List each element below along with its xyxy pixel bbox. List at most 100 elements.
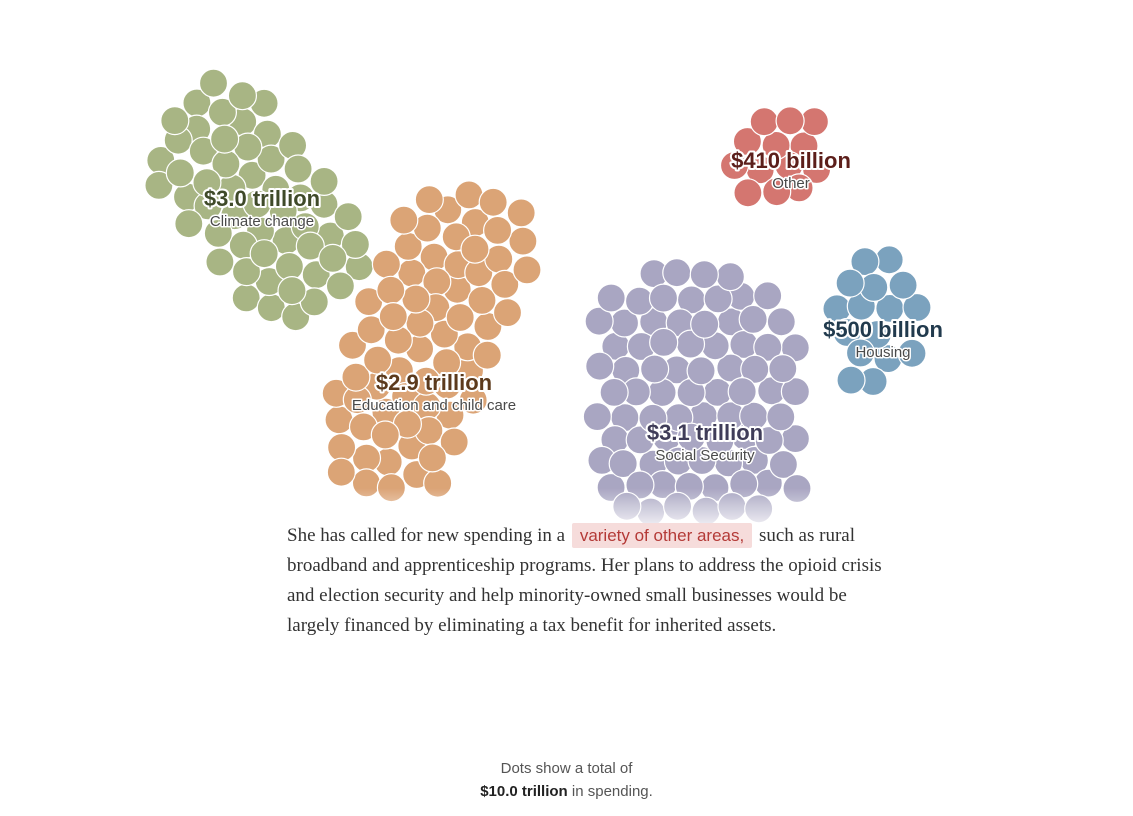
dot-social bbox=[662, 491, 693, 521]
dot-social bbox=[703, 284, 733, 314]
dot-social bbox=[625, 425, 655, 455]
dot-education bbox=[401, 284, 431, 314]
dot-education bbox=[351, 443, 382, 473]
amount-label-social: $3.1 trillion bbox=[647, 420, 763, 445]
amount-label-housing: $500 billion bbox=[823, 317, 943, 342]
dot-education bbox=[389, 205, 419, 235]
dot-education bbox=[439, 427, 469, 457]
dot-social bbox=[715, 262, 746, 292]
dot-housing bbox=[832, 317, 862, 348]
dot-education bbox=[472, 340, 502, 370]
category-name-housing: Housing bbox=[855, 344, 910, 361]
dot-social bbox=[717, 491, 747, 522]
dot-education bbox=[512, 255, 542, 285]
amount-label-other: $410 billion bbox=[731, 148, 851, 173]
dot-climate bbox=[256, 144, 286, 174]
dot-education bbox=[483, 215, 513, 245]
dot-education bbox=[326, 457, 356, 487]
dot-education bbox=[383, 325, 413, 355]
dot-social bbox=[649, 327, 679, 357]
dot-housing bbox=[850, 247, 880, 277]
dot-social bbox=[768, 449, 799, 480]
dot-climate bbox=[309, 166, 339, 196]
dot-education bbox=[363, 345, 393, 375]
dot-housing bbox=[835, 268, 865, 298]
dot-social bbox=[596, 283, 626, 313]
story-text-before: She has called for new spending in a bbox=[287, 525, 566, 546]
dot-social bbox=[768, 354, 798, 384]
dot-education bbox=[445, 302, 475, 333]
footnote-suffix: in spending. bbox=[571, 783, 653, 800]
dot-cluster-education bbox=[321, 180, 542, 503]
category-name-social: Social Security bbox=[655, 447, 755, 464]
dot-climate bbox=[318, 243, 348, 273]
amount-label-education: $2.9 trillion bbox=[376, 370, 492, 395]
dot-education bbox=[508, 226, 538, 256]
label-housing: $500 billion Housing bbox=[821, 315, 945, 363]
dot-social bbox=[582, 402, 612, 432]
dot-education bbox=[478, 187, 508, 217]
dots-layer bbox=[144, 68, 932, 527]
label-climate: $3.0 trillion Climate change bbox=[202, 184, 322, 232]
dot-education bbox=[341, 362, 371, 392]
dot-climate bbox=[165, 158, 195, 188]
dot-social bbox=[766, 402, 796, 432]
dot-social bbox=[690, 309, 720, 339]
dot-housing bbox=[862, 319, 892, 350]
dot-climate bbox=[192, 168, 222, 198]
dot-other bbox=[761, 130, 791, 160]
dot-education bbox=[490, 269, 520, 299]
dot-social bbox=[689, 260, 719, 290]
dot-housing bbox=[897, 338, 927, 368]
dot-education bbox=[423, 468, 453, 498]
dot-social bbox=[780, 377, 811, 407]
dot-climate bbox=[325, 271, 355, 301]
dot-education bbox=[506, 198, 536, 228]
dot-social bbox=[782, 473, 812, 504]
dot-housing bbox=[845, 338, 876, 368]
dot-climate bbox=[203, 218, 233, 248]
dot-climate bbox=[160, 105, 190, 136]
dot-housing bbox=[902, 292, 932, 323]
dot-other bbox=[775, 106, 805, 136]
labels-layer: $3.0 trillion Climate change $2.9 trilli… bbox=[202, 146, 945, 466]
story-text-after: such as rural broadband and apprenticesh… bbox=[287, 525, 882, 636]
dot-social bbox=[638, 403, 668, 433]
dot-other bbox=[733, 178, 763, 208]
highlight-other-areas[interactable]: variety of other areas, bbox=[571, 523, 753, 548]
dot-other bbox=[719, 150, 750, 181]
dot-social bbox=[738, 304, 768, 334]
dot-climate bbox=[295, 231, 325, 261]
dot-cluster-other bbox=[719, 106, 832, 208]
dot-climate bbox=[227, 81, 257, 111]
dot-housing bbox=[836, 365, 866, 395]
dot-housing bbox=[888, 270, 918, 300]
dot-climate bbox=[333, 202, 363, 232]
footnote: Dots show a total of $10.0 trillion in s… bbox=[0, 757, 1133, 803]
dot-education bbox=[417, 443, 447, 473]
dot-other bbox=[762, 177, 792, 207]
dot-cluster-housing bbox=[822, 245, 932, 397]
dot-social bbox=[612, 491, 642, 521]
dot-climate bbox=[205, 247, 235, 277]
dot-social bbox=[599, 377, 629, 407]
footnote-total: $10.0 trillion bbox=[480, 783, 568, 800]
label-education: $2.9 trillion Education and child care bbox=[350, 368, 517, 416]
dot-education bbox=[370, 420, 400, 450]
category-name-other: Other bbox=[772, 175, 810, 192]
dot-education bbox=[432, 348, 462, 378]
amount-label-climate: $3.0 trillion bbox=[204, 186, 320, 211]
dot-education bbox=[460, 234, 490, 264]
label-other: $410 billion Other bbox=[729, 146, 853, 194]
dot-education bbox=[327, 432, 357, 463]
story-paragraph: She has called for new spending in a var… bbox=[287, 521, 897, 641]
dot-social bbox=[705, 426, 735, 456]
dot-housing bbox=[874, 245, 904, 275]
dot-social bbox=[648, 283, 679, 313]
footnote-line2: $10.0 trillion in spending. bbox=[0, 780, 1133, 803]
dot-climate bbox=[231, 283, 261, 313]
dot-social bbox=[766, 307, 796, 337]
dot-other bbox=[749, 107, 779, 137]
dot-social bbox=[676, 422, 706, 452]
dot-climate bbox=[210, 124, 240, 154]
